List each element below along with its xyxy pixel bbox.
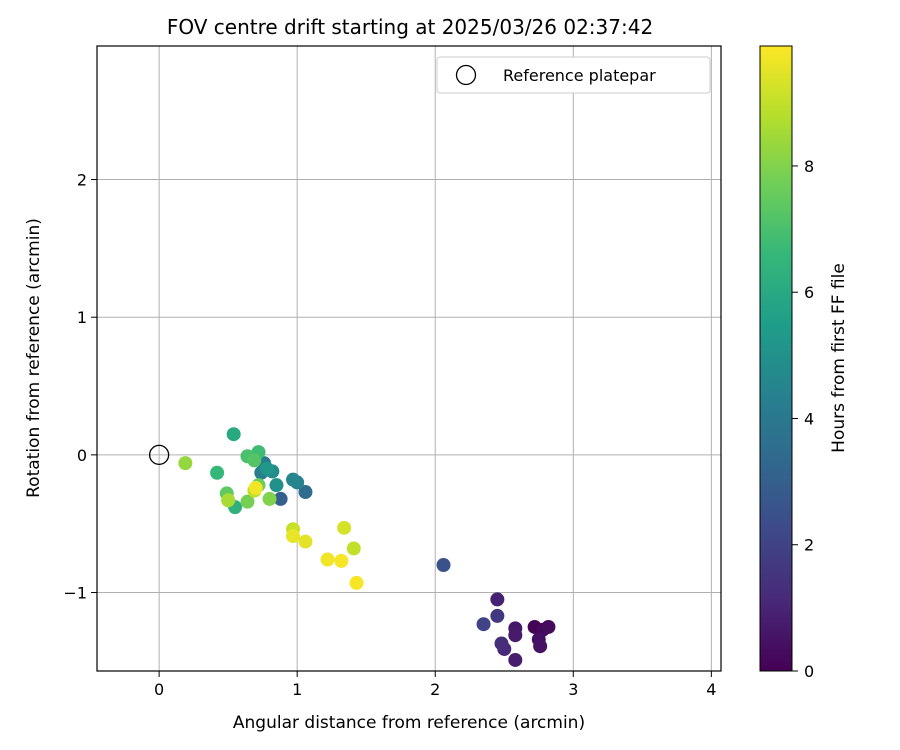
data-point xyxy=(286,472,301,487)
x-tick-label: 3 xyxy=(568,680,578,699)
data-point xyxy=(240,494,255,509)
x-tick-label: 0 xyxy=(154,680,164,699)
data-point xyxy=(508,652,523,667)
y-tick-label: 2 xyxy=(77,171,87,190)
data-point xyxy=(346,541,361,556)
colorbar-tick-label: 2 xyxy=(804,536,814,555)
legend-marker xyxy=(455,64,477,86)
legend-label: Reference platepar xyxy=(503,66,656,85)
legend: Reference platepar xyxy=(436,56,711,94)
data-point xyxy=(298,534,313,549)
colorbar-label: Hours from first FF file xyxy=(829,263,849,453)
chart-title: FOV centre drift starting at 2025/03/26 … xyxy=(167,15,653,39)
data-point xyxy=(247,453,262,468)
data-point xyxy=(490,592,505,607)
y-tick-label: 1 xyxy=(77,308,87,327)
data-point xyxy=(273,491,288,506)
data-point xyxy=(226,427,241,442)
colorbar-ticks: 0 2 4 6 8 xyxy=(792,157,814,681)
data-point xyxy=(221,493,236,508)
colorbar-tick-label: 0 xyxy=(804,662,814,681)
y-tick-label: −1 xyxy=(63,584,87,603)
data-point xyxy=(494,636,509,651)
data-point xyxy=(320,552,335,567)
colorbar-tick-label: 8 xyxy=(804,157,814,176)
data-points xyxy=(178,427,556,667)
data-point xyxy=(541,619,556,634)
x-tick-label: 4 xyxy=(706,680,716,699)
y-tick-label: 0 xyxy=(77,446,87,465)
colorbar xyxy=(759,45,793,672)
data-point xyxy=(436,557,451,572)
colorbar-tick-label: 4 xyxy=(804,409,814,428)
data-point xyxy=(298,485,313,500)
y-axis-label: Rotation from reference (arcmin) xyxy=(24,218,44,498)
data-point xyxy=(334,553,349,568)
x-tick-label: 1 xyxy=(292,680,302,699)
x-tick-label: 2 xyxy=(430,680,440,699)
data-point xyxy=(262,491,277,506)
data-point xyxy=(476,617,491,632)
data-point xyxy=(259,461,274,476)
data-point xyxy=(490,608,505,623)
data-point xyxy=(269,478,284,493)
reference-platepar-marker xyxy=(148,444,170,466)
legend-box xyxy=(436,56,711,94)
data-point xyxy=(349,575,364,590)
axis-ticks: 0 1 2 3 4 −1 0 1 2 xyxy=(63,171,716,699)
data-point xyxy=(508,628,523,643)
x-axis-label: Angular distance from reference (arcmin) xyxy=(233,713,585,733)
data-point xyxy=(178,456,193,471)
data-point xyxy=(248,480,263,495)
data-point xyxy=(286,529,301,544)
grid xyxy=(97,46,721,671)
data-point xyxy=(337,520,352,535)
data-point xyxy=(210,465,225,480)
data-point xyxy=(533,639,548,654)
plot-frame xyxy=(96,45,722,672)
colorbar-tick-label: 6 xyxy=(804,283,814,302)
reference-marker-group xyxy=(148,444,170,466)
